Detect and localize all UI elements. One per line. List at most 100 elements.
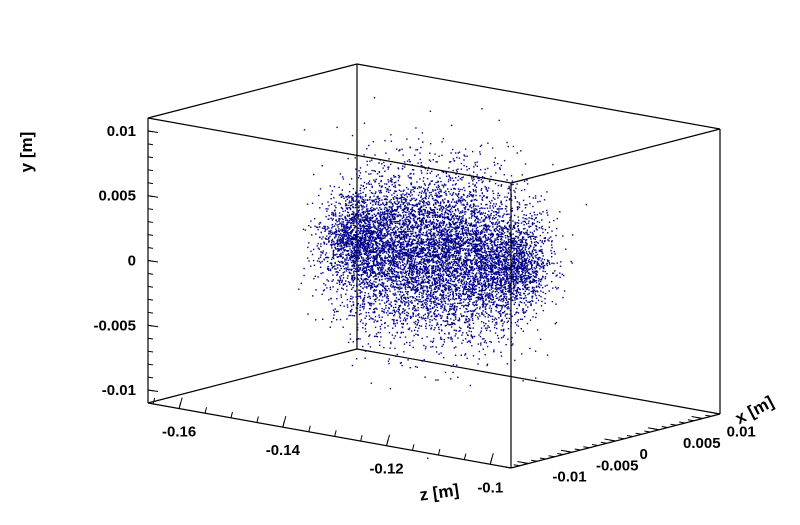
data-point [440,229,443,232]
data-point [410,317,412,319]
data-point [484,172,486,174]
data-point [366,164,369,166]
data-point [353,273,355,275]
data-point [534,238,537,240]
data-point [345,242,348,245]
data-point [369,279,372,281]
data-point [485,254,487,257]
data-point [466,305,468,307]
data-point [403,166,406,168]
data-point [454,255,457,257]
data-point [448,241,451,243]
data-point [459,258,461,260]
data-point [519,261,521,264]
data-point [494,322,497,324]
data-point [471,199,473,201]
data-point [407,224,409,227]
data-point [500,164,502,167]
data-point [509,254,511,256]
data-point [489,240,491,242]
data-point [494,261,496,263]
data-point [468,258,470,261]
data-point [412,228,414,231]
data-point [395,300,397,302]
data-point [320,254,322,256]
data-point [453,233,455,236]
data-point [463,232,465,234]
data-point [422,239,424,241]
data-point [514,221,516,224]
data-point [348,268,351,271]
data-point [462,220,464,222]
data-point [460,243,462,246]
data-point [486,226,488,229]
data-point [386,220,388,223]
data-point [377,195,379,198]
data-point [525,214,527,216]
data-point [395,234,397,236]
data-point [358,236,360,238]
data-point [545,263,548,265]
data-point [420,238,423,240]
data-point [354,250,356,252]
data-point [447,217,449,219]
data-point [471,313,473,315]
data-point [359,237,361,239]
data-point [440,202,442,204]
data-point [411,272,413,274]
data-point [399,286,401,288]
data-point [364,211,366,213]
data-point [468,273,471,276]
data-point [341,248,343,250]
data-point [468,266,471,268]
data-point [412,257,414,260]
data-point [338,202,340,204]
data-point [397,254,399,256]
data-point [422,141,424,143]
data-point [437,275,440,277]
data-point [553,219,555,222]
data-point [358,213,360,216]
data-point [370,256,373,258]
data-point [494,211,497,213]
data-point [483,341,486,343]
data-point [339,304,342,307]
data-point [517,255,519,257]
data-point [394,280,397,282]
data-point [529,347,531,350]
data-point [496,226,498,228]
data-point [520,249,522,251]
data-point [427,215,429,217]
data-point [347,195,349,198]
data-point [340,193,343,195]
data-point [433,329,435,331]
data-point [368,245,370,248]
data-point [404,304,406,306]
data-point [455,310,457,313]
data-point [511,207,513,210]
data-point [562,296,564,299]
data-point [485,260,488,262]
data-point [481,230,483,232]
data-point [368,257,370,259]
data-point [366,243,369,246]
data-point [503,299,505,302]
data-point [471,212,473,214]
data-point [480,189,482,191]
data-point [529,268,532,270]
data-point [419,265,422,268]
data-point [444,283,447,285]
data-point [351,250,353,252]
data-point [475,308,477,310]
data-point [457,319,459,322]
data-point [506,317,508,319]
data-point [455,215,457,217]
data-point [394,254,397,256]
data-point [471,336,473,339]
data-point [422,290,425,292]
data-point [372,247,374,249]
data-point [503,328,505,331]
data-point [401,209,403,211]
data-point [363,297,365,300]
data-point [484,218,487,220]
